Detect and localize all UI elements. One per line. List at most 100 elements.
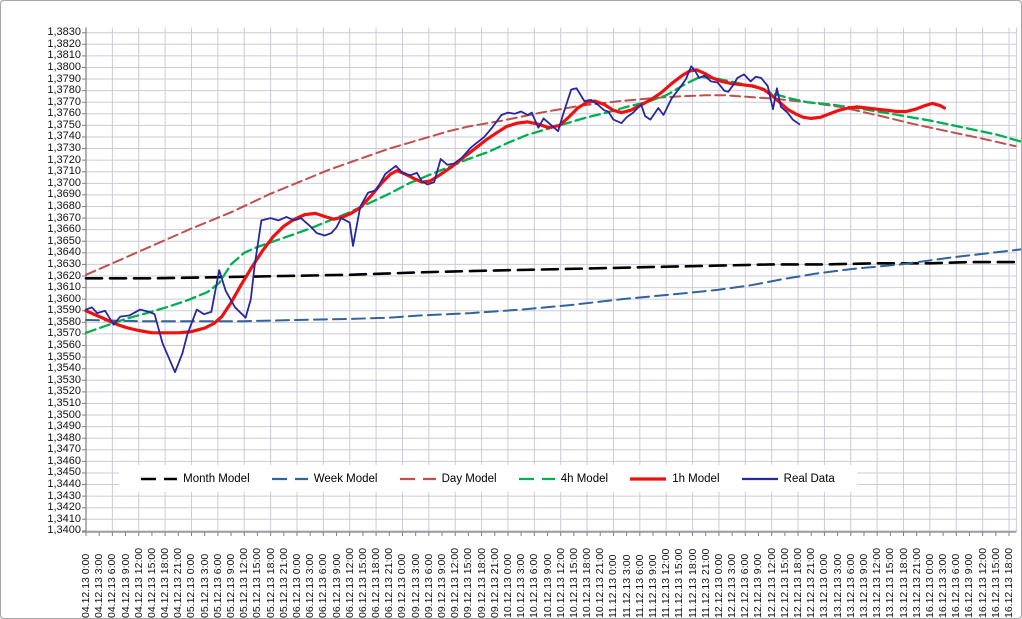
x-axis-tick-label: 05.12.13 15:00 — [251, 547, 264, 618]
y-axis-tick-label: 1,3740 — [47, 130, 81, 143]
x-axis-tick-label: 16.12.13 6:00 — [950, 553, 963, 618]
y-axis-tick-label: 1,3770 — [47, 95, 81, 108]
y-axis-tick-label: 1,3620 — [47, 269, 81, 282]
y-axis-tick-label: 1,3430 — [47, 489, 81, 502]
x-axis-tick-label: 13.12.13 3:00 — [831, 553, 844, 618]
x-axis-tick-label: 06.12.13 12:00 — [343, 547, 356, 618]
x-axis-tick-label: 12.12.13 15:00 — [778, 547, 791, 618]
x-axis-tick-label: 06.12.13 18:00 — [370, 547, 383, 618]
y-axis-tick-label: 1,3780 — [47, 84, 81, 97]
x-axis-tick-label: 09.12.13 15:00 — [462, 547, 475, 618]
x-axis-tick-label: 09.12.13 6:00 — [422, 553, 435, 618]
x-axis-tick-label: 16.12.13 9:00 — [963, 553, 976, 618]
legend-label: Day Model — [441, 472, 497, 485]
y-axis-tick-label: 1,3790 — [47, 72, 81, 85]
y-axis-tick-label: 1,3480 — [47, 431, 81, 444]
y-axis-tick-label: 1,3830 — [47, 26, 81, 39]
x-axis-tick-label: 11.12.13 12:00 — [660, 548, 673, 618]
x-axis-tick-label: 12.12.13 18:00 — [792, 547, 805, 618]
y-axis-tick-label: 1,3760 — [47, 107, 81, 120]
x-axis-tick-label: 10.12.13 9:00 — [541, 553, 554, 618]
y-axis-tick-label: 1,3710 — [47, 165, 81, 178]
series-day-model — [85, 94, 1017, 276]
x-axis-tick-label: 09.12.13 9:00 — [436, 553, 449, 618]
x-axis-tick-label: 05.12.13 0:00 — [185, 553, 198, 618]
x-axis-tick-label: 06.12.13 15:00 — [356, 547, 369, 618]
legend-item-real-data: Real Data — [741, 473, 835, 485]
x-axis-tick-label: 05.12.13 6:00 — [211, 553, 224, 618]
y-axis-tick-label: 1,3610 — [47, 281, 81, 294]
x-axis-tick-label: 09.12.13 12:00 — [449, 547, 462, 618]
y-axis-tick-label: 1,3660 — [47, 223, 81, 236]
x-axis-tick-label: 09.12.13 3:00 — [409, 553, 422, 618]
x-axis-tick-label: 04.12.13 15:00 — [145, 547, 158, 618]
x-axis-tick-label: 12.12.13 21:00 — [805, 547, 818, 618]
legend-line-sample — [518, 477, 555, 480]
x-axis-tick-label: 04.12.13 9:00 — [119, 553, 132, 618]
legend: Month Model Week Model Day Model 4h Model 1h… — [119, 465, 857, 492]
x-axis-tick-label: 11.12.13 9:00 — [646, 554, 659, 618]
y-axis-tick-label: 1,3510 — [47, 396, 81, 409]
x-axis-tick-label: 04.12.13 12:00 — [132, 547, 145, 618]
legend-line-sample — [630, 476, 667, 481]
legend-item-1h-model: 1h Model — [630, 472, 720, 485]
y-axis-tick-label: 1,3820 — [47, 37, 81, 50]
y-axis-tick-label: 1,3560 — [47, 339, 81, 352]
legend-line-sample — [141, 477, 178, 480]
x-axis-tick-label: 12.12.13 3:00 — [726, 553, 739, 618]
x-axis-tick-label: 12.12.13 9:00 — [752, 553, 765, 618]
series-4h-model — [84, 75, 1021, 334]
series-month-model — [84, 260, 1021, 280]
y-axis-tick-label: 1,3650 — [47, 234, 81, 247]
y-axis-tick-label: 1,3500 — [47, 408, 81, 421]
y-axis-tick-label: 1,3450 — [47, 466, 81, 479]
x-axis-tick-label: 10.12.13 12:00 — [554, 547, 567, 618]
x-axis-tick-label: 13.12.13 18:00 — [897, 547, 910, 618]
series-week-model — [85, 248, 1021, 323]
x-axis-tick-label: 10.12.13 3:00 — [515, 553, 528, 618]
x-axis-tick-label: 10.12.13 18:00 — [581, 547, 594, 618]
x-axis-tick-label: 11.12.13 0:00 — [607, 554, 620, 618]
y-axis-tick-label: 1,3750 — [47, 118, 81, 131]
x-axis-tick-label: 11.12.13 18:00 — [686, 548, 699, 618]
x-axis-tick-label: 05.12.13 21:00 — [277, 547, 290, 618]
y-axis-tick-label: 1,3670 — [47, 211, 81, 224]
x-axis-tick-label: 05.12.13 18:00 — [264, 547, 277, 618]
y-axis-tick-label: 1,3520 — [47, 385, 81, 398]
legend-line-sample — [741, 477, 778, 480]
x-axis-tick-label: 10.12.13 15:00 — [567, 547, 580, 618]
legend-line-sample — [271, 477, 308, 480]
x-axis-tick-label: 06.12.13 0:00 — [290, 553, 303, 618]
x-axis-tick-label: 04.12.13 18:00 — [159, 547, 172, 618]
y-axis-tick-label: 1,3640 — [47, 246, 81, 259]
x-axis-tick-label: 05.12.13 3:00 — [198, 553, 211, 618]
x-axis-tick-label: 13.12.13 0:00 — [818, 553, 831, 618]
x-axis-tick-label: 11.12.13 6:00 — [633, 554, 646, 618]
y-axis-tick-label: 1,3730 — [47, 142, 81, 155]
y-axis-tick-label: 1,3570 — [47, 327, 81, 340]
x-axis-tick-label: 06.12.13 6:00 — [317, 553, 330, 618]
x-axis-tick-label: 09.12.13 21:00 — [488, 547, 501, 618]
y-axis-tick-label: 1,3690 — [47, 188, 81, 201]
legend-label: Week Model — [313, 472, 378, 485]
x-axis-tick-label: 11.12.13 21:00 — [699, 548, 712, 618]
legend-label: 1h Model — [672, 472, 720, 485]
y-axis-tick-label: 1,3460 — [47, 454, 81, 467]
legend-label: Month Model — [183, 472, 250, 485]
x-axis-tick-label: 04.12.13 0:00 — [80, 553, 92, 618]
x-axis-tick-label: 10.12.13 21:00 — [594, 547, 607, 618]
y-axis-tick-label: 1,3600 — [47, 292, 81, 305]
y-axis-tick-label: 1,3490 — [47, 420, 81, 433]
x-axis-tick-label: 13.12.13 15:00 — [884, 547, 897, 618]
x-axis-tick-label: 16.12.13 15:00 — [989, 547, 1002, 618]
x-axis-tick-label: 11.12.13 15:00 — [673, 548, 686, 618]
y-axis-tick-label: 1,3580 — [47, 315, 81, 328]
y-axis-tick-label: 1,3630 — [47, 257, 81, 270]
x-axis-tick-label: 04.12.13 3:00 — [93, 553, 106, 618]
y-axis-tick-label: 1,3530 — [47, 373, 81, 386]
x-axis-tick-label: 05.12.13 12:00 — [238, 547, 251, 618]
y-axis-tick-label: 1,3400 — [47, 524, 81, 537]
legend-item-day-model: Day Model — [399, 472, 497, 485]
x-axis-tick-label: 04.12.13 21:00 — [172, 547, 185, 618]
x-axis-tick-label: 13.12.13 12:00 — [871, 547, 884, 618]
